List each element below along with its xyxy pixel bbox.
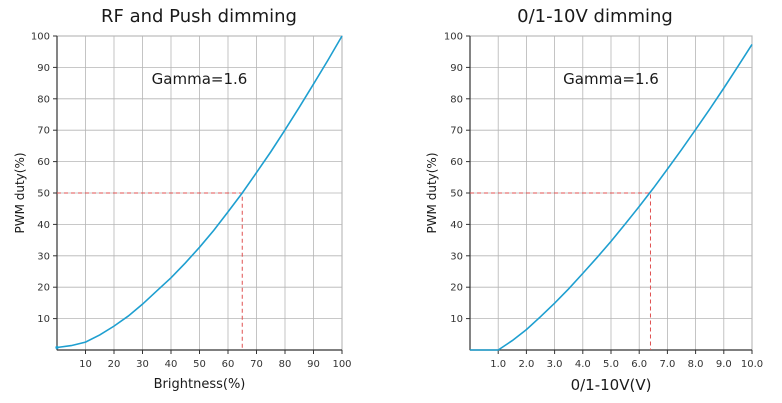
- x-tick-label: 9.0: [716, 359, 732, 370]
- y-tick-label: 40: [37, 220, 50, 231]
- series-start-point: [55, 345, 59, 350]
- series-line: [470, 44, 753, 351]
- x-tick-label: 10: [79, 359, 92, 370]
- y-tick-label: 100: [444, 32, 463, 43]
- x-tick-label: 8.0: [688, 359, 704, 370]
- y-tick-label: 70: [450, 126, 463, 137]
- x-tick-label: 90: [307, 359, 320, 370]
- gamma-annotation: Gamma=1.6: [563, 70, 659, 88]
- rf-push-dimming-chart: RF and Push dimming 10 20 30 40 50 60 70 80 90 100…: [13, 6, 352, 392]
- y-tick-label: 50: [37, 189, 50, 200]
- x-tick-label: 100: [332, 359, 351, 370]
- y-tick-label: 30: [37, 251, 50, 262]
- y-tick-label: 40: [450, 220, 463, 231]
- x-tick-label: 80: [279, 359, 292, 370]
- gamma-annotation: Gamma=1.6: [152, 70, 248, 88]
- x-tick-label: 20: [108, 359, 121, 370]
- chart-title: 0/1-10V dimming: [517, 6, 673, 27]
- x-axis-label: Brightness(%): [154, 377, 246, 392]
- x-tick-label: 4.0: [575, 359, 591, 370]
- x-tick-label: 1.0: [490, 359, 506, 370]
- y-tick-label: 20: [450, 283, 463, 294]
- x-tick-label: 2.0: [518, 359, 534, 370]
- y-tick-label: 100: [31, 32, 50, 43]
- y-axis-label: PWM duty(%): [425, 152, 439, 233]
- x-tick-label: 10.0: [741, 359, 763, 370]
- x-tick-label: 50: [193, 359, 206, 370]
- y-tick-label: 80: [37, 94, 50, 105]
- y-tick-label: 90: [450, 63, 463, 74]
- voltage-dimming-chart: 0/1-10V dimming 10 20 30 40 50 60 70 80 90 100 1.0 2…: [425, 6, 763, 394]
- y-tick-label: 20: [37, 283, 50, 294]
- x-tick-label: 3.0: [547, 359, 563, 370]
- y-tick-label: 60: [450, 157, 463, 168]
- y-tick-label: 50: [450, 189, 463, 200]
- y-axis-label: PWM duty(%): [13, 152, 27, 233]
- y-tick-label: 80: [450, 94, 463, 105]
- y-tick-label: 10: [37, 314, 50, 325]
- x-tick-label: 7.0: [659, 359, 675, 370]
- y-tick-label: 10: [450, 314, 463, 325]
- y-tick-label: 90: [37, 63, 50, 74]
- y-tick-label: 30: [450, 251, 463, 262]
- x-axis-label: 0/1-10V(V): [571, 376, 652, 394]
- x-tick-label: 40: [165, 359, 178, 370]
- chart-title: RF and Push dimming: [101, 6, 297, 27]
- x-tick-label: 5.0: [603, 359, 619, 370]
- x-tick-label: 60: [222, 359, 235, 370]
- series-line: [56, 35, 343, 349]
- x-tick-label: 30: [136, 359, 149, 370]
- y-tick-label: 70: [37, 126, 50, 137]
- x-tick-label: 70: [250, 359, 263, 370]
- x-tick-label: 6.0: [631, 359, 647, 370]
- y-tick-label: 60: [37, 157, 50, 168]
